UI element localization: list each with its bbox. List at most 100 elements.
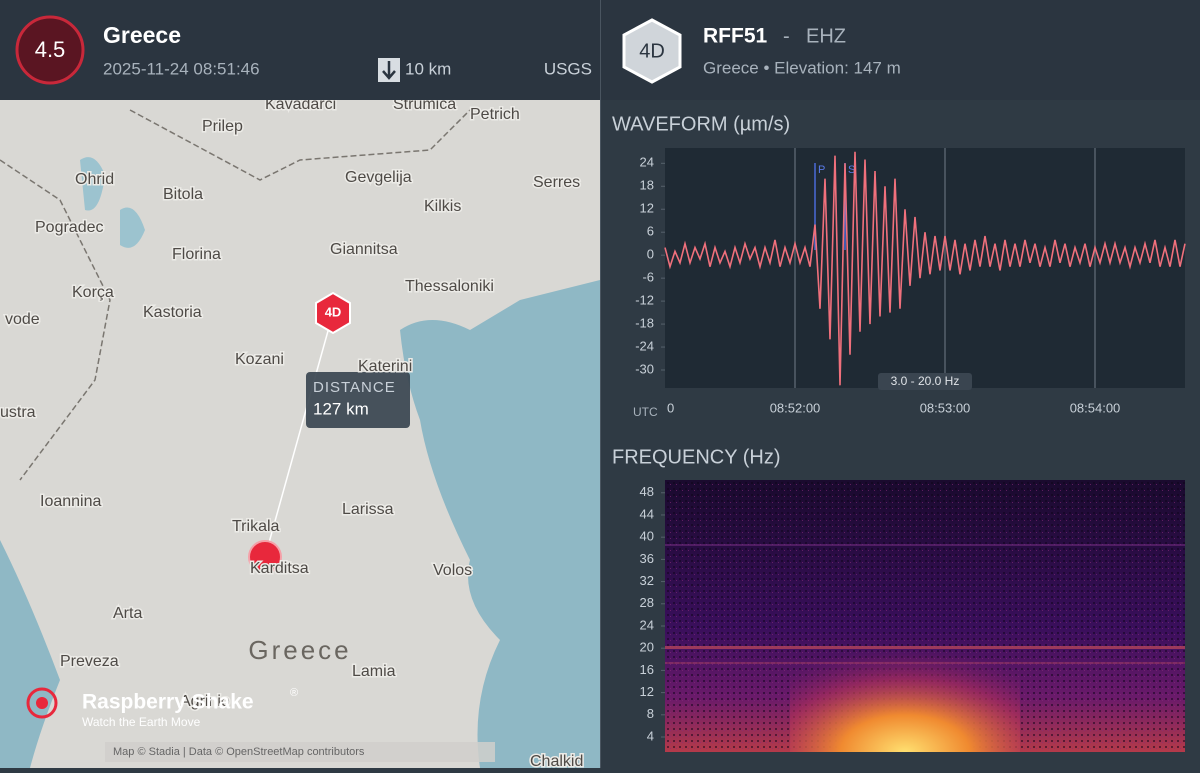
map-label: Larissa xyxy=(342,501,394,518)
distance-line xyxy=(264,312,334,558)
y-tick-label: -30 xyxy=(635,361,654,376)
y-tick-label: 44 xyxy=(640,506,654,521)
distance-value: 127 km xyxy=(313,399,369,418)
map-label: Giannitsa xyxy=(330,241,398,258)
station-marker[interactable] xyxy=(315,291,351,335)
frequency-axis: 48 44 40 36 32 28 24 20 16 12 8 4 xyxy=(640,484,665,743)
map-label: Ioannina xyxy=(40,493,101,510)
y-tick-label: -18 xyxy=(635,316,654,331)
y-tick-label: -24 xyxy=(635,338,654,353)
brand-name: Raspberry Shake xyxy=(82,691,254,714)
spectrogram-band xyxy=(665,662,1185,664)
spectrogram-event xyxy=(790,620,1020,752)
station-separator: - xyxy=(783,25,790,47)
map-label: Gevgelija xyxy=(345,169,412,186)
map-label: ustra xyxy=(0,404,36,421)
waveform-line xyxy=(664,151,1186,386)
waveform-plot xyxy=(665,148,1185,388)
map-border xyxy=(0,109,471,481)
map-label: Ohrid xyxy=(75,171,114,188)
map-label: Arta xyxy=(113,605,142,622)
map-label: Korça xyxy=(72,284,114,301)
y-tick-label: 8 xyxy=(647,706,654,721)
map-label: Petrich xyxy=(470,106,520,123)
map-label: Katerini xyxy=(358,358,412,375)
map-sea-west xyxy=(0,540,60,768)
x-tick-label: 0 xyxy=(667,400,674,415)
map-label: Florina xyxy=(172,246,221,263)
event-time: 2025-11-24 08:51:46 xyxy=(103,59,260,78)
station-header xyxy=(601,0,1200,100)
station-marker-label: 4D xyxy=(325,304,342,319)
distance-label: DISTANCE xyxy=(313,379,396,396)
y-tick-label: 32 xyxy=(640,573,654,588)
event-header xyxy=(0,0,600,100)
station-info: Greece • Elevation: 147 m xyxy=(703,58,901,77)
attribution[interactable]: Map © Stadia | Data © OpenStreetMap cont… xyxy=(113,746,365,758)
map-sea xyxy=(400,280,600,768)
event-source: USGS xyxy=(544,59,592,78)
network-badge xyxy=(622,18,682,84)
y-tick-label: -12 xyxy=(635,293,654,308)
map-label: Thessaloniki xyxy=(405,278,494,295)
y-tick-label: 20 xyxy=(640,640,654,655)
y-tick-label: 36 xyxy=(640,551,654,566)
magnitude: 4.5 xyxy=(35,37,66,62)
y-tick-label: 24 xyxy=(640,155,654,170)
y-tick-label: 28 xyxy=(640,595,654,610)
network: 4D xyxy=(639,40,665,62)
station-channel: EHZ xyxy=(806,25,846,47)
station-code: RFF51 xyxy=(703,25,768,48)
map-label: Bitola xyxy=(163,186,203,203)
map-label: Chalkid xyxy=(530,753,583,768)
brand-logo xyxy=(26,687,58,719)
y-tick-label: 48 xyxy=(640,484,654,499)
phase-label: P xyxy=(818,164,825,176)
y-tick-label: 40 xyxy=(640,529,654,544)
frequency-title: FREQUENCY (Hz) xyxy=(612,446,781,468)
map-label: Volos xyxy=(433,562,472,579)
map-label: Kilkis xyxy=(424,198,461,215)
y-tick-label: 12 xyxy=(640,684,654,699)
y-tick-label: 18 xyxy=(640,178,654,193)
brand-mark: ® xyxy=(290,687,298,699)
x-tick-label: 08:54:00 xyxy=(1070,400,1121,415)
y-tick-label: 4 xyxy=(647,728,654,743)
filter-label: 3.0 - 20.0 Hz xyxy=(891,374,960,388)
y-tick-label: 0 xyxy=(647,247,654,262)
time-zone: UTC xyxy=(633,405,658,419)
map-label: Serres xyxy=(533,174,580,191)
x-tick-label: 08:52:00 xyxy=(770,400,821,415)
map-label: Trikala xyxy=(232,518,280,535)
phase-label: S xyxy=(848,164,855,176)
waveform-title: WAVEFORM (µm/s) xyxy=(612,113,790,135)
map-label: Agrinio xyxy=(180,693,230,710)
map-label: Pogradec xyxy=(35,219,104,236)
map-label: vode xyxy=(5,311,40,328)
brand-tagline: Watch the Earth Move xyxy=(82,715,201,729)
y-tick-label: 6 xyxy=(647,224,654,239)
map-lake xyxy=(80,157,105,211)
y-tick-label: -6 xyxy=(642,270,654,285)
filter-badge xyxy=(878,373,972,390)
map-label: Kozani xyxy=(235,351,284,368)
y-tick-label: 12 xyxy=(640,201,654,216)
spectrogram xyxy=(665,480,1185,752)
brand-logo-dot xyxy=(36,697,48,709)
map-label: Prilep xyxy=(202,118,243,135)
magnitude-badge xyxy=(15,15,85,85)
map-label: Preveza xyxy=(60,653,119,670)
spectrogram-band xyxy=(665,544,1185,546)
spectrogram-band xyxy=(665,646,1185,649)
map-label: Karditsa xyxy=(250,560,309,577)
map[interactable]: 4D DISTANCE 127 km Kavadarci StrumicaPetr… xyxy=(0,95,600,772)
epicenter[interactable] xyxy=(248,540,282,574)
event-region: Greece xyxy=(103,22,181,48)
y-tick-label: 24 xyxy=(640,617,654,632)
map-country: Greece xyxy=(248,635,351,665)
depth-arrow xyxy=(382,61,396,80)
waveform-chart: 0 08:52:00 08:53:00 08:54:00 24 18 12 6 0 -6 -12 -1… xyxy=(635,148,1186,415)
event-depth: 10 km xyxy=(405,59,451,78)
